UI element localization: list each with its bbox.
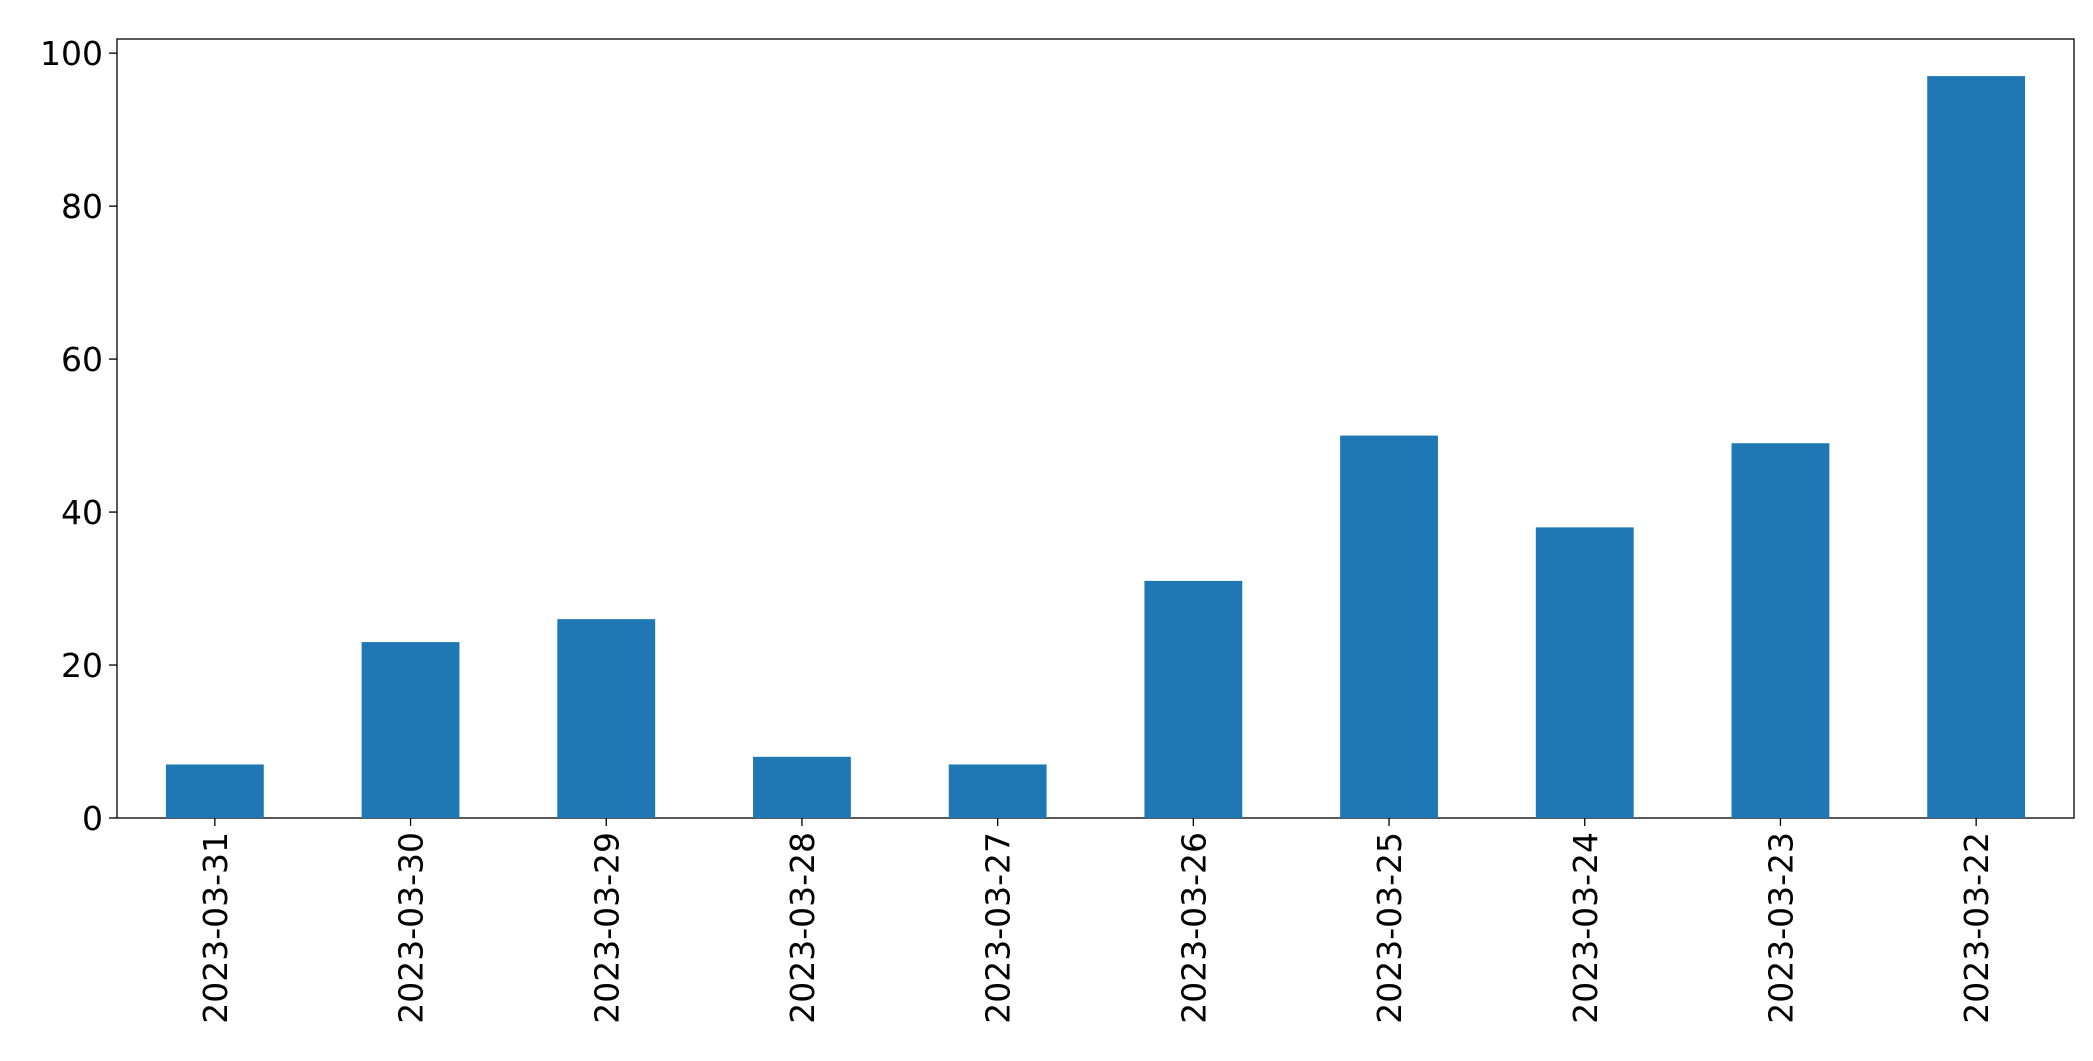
bar (1535, 527, 1634, 818)
bar (1731, 443, 1830, 818)
bar (1340, 435, 1438, 818)
x-tick-label: 2023-03-25 (1370, 832, 1409, 1024)
x-tick-label: 2023-03-22 (1957, 832, 1996, 1024)
x-tick-label: 2023-03-24 (1566, 832, 1605, 1024)
x-tick-label: 2023-03-27 (979, 832, 1018, 1024)
bar (361, 642, 460, 818)
y-tick-label: 0 (82, 799, 103, 838)
y-tick-label: 20 (61, 646, 103, 685)
bar (1927, 76, 2026, 819)
x-tick-label: 2023-03-30 (392, 832, 431, 1024)
x-tick-label: 2023-03-26 (1174, 832, 1213, 1024)
bar (165, 764, 264, 818)
bar (1144, 580, 1243, 818)
bar (557, 619, 656, 818)
y-tick-label: 40 (61, 493, 103, 532)
x-tick-label: 2023-03-31 (196, 832, 235, 1024)
bar (948, 764, 1047, 818)
bar (753, 756, 851, 818)
plot-frame (116, 38, 2075, 819)
y-tick-label: 100 (40, 34, 103, 73)
y-tick-label: 60 (61, 340, 103, 379)
x-tick-label: 2023-03-23 (1761, 832, 1800, 1024)
x-tick-label: 2023-03-28 (783, 832, 822, 1024)
x-tick-label: 2023-03-29 (587, 832, 626, 1024)
y-tick-label: 80 (61, 187, 103, 226)
